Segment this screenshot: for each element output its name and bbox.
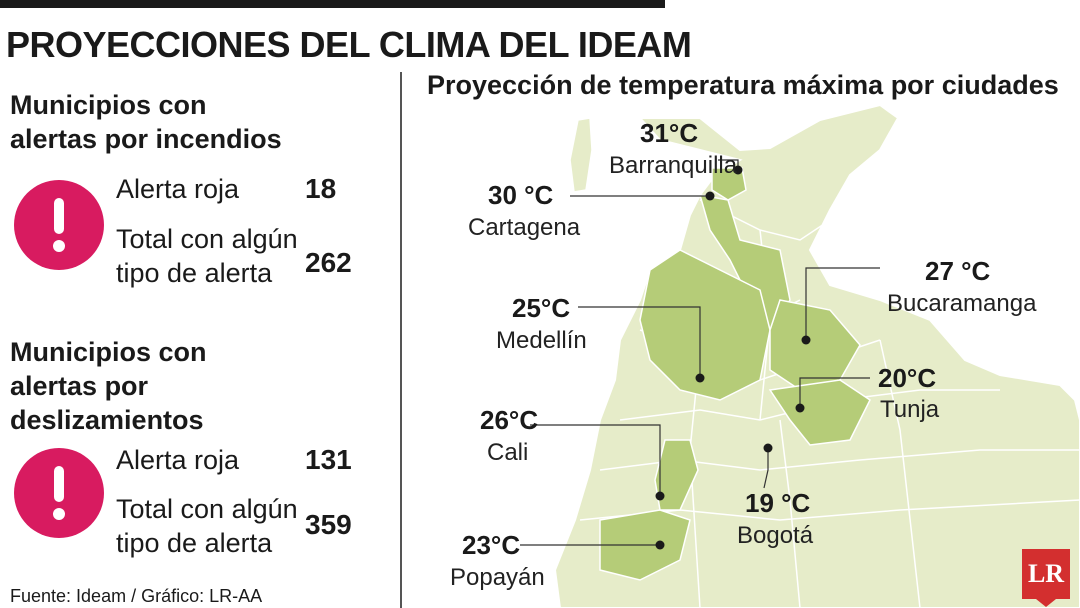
landslides-total-value: 359 xyxy=(305,509,352,540)
dot-medellin xyxy=(695,373,705,383)
leader-tunja xyxy=(799,377,870,408)
city-temp-tunja: 20°C xyxy=(878,363,937,393)
city-name-bucaramanga: Bucaramanga xyxy=(887,290,1037,317)
city-temp-popayan: 23°C xyxy=(462,530,521,560)
city-name-medellin: Medellín xyxy=(496,327,587,354)
exclamation-icon xyxy=(14,448,104,538)
leader-medellin xyxy=(578,306,701,378)
city-name-tunja: Tunja xyxy=(880,396,940,423)
map-highlight-boyaca xyxy=(768,379,871,446)
dot-cali xyxy=(655,491,665,501)
fires-red-label: Alerta roja xyxy=(116,174,240,204)
map-island xyxy=(569,117,593,193)
top-rule xyxy=(0,0,665,8)
city-temp-barranquilla: 31°C xyxy=(640,118,699,148)
source-credit: Fuente: Ideam / Gráfico: LR-AA xyxy=(10,586,263,606)
city-temp-medellin: 25°C xyxy=(512,293,571,323)
city-temp-cartagena: 30 °C xyxy=(488,180,554,210)
fires-red-value: 18 xyxy=(305,173,337,204)
column-divider xyxy=(400,72,402,608)
map-title: Proyección de temperatura máxima por ciu… xyxy=(427,70,1059,100)
city-temp-bogota: 19 °C xyxy=(745,488,811,518)
dot-bucaramanga xyxy=(801,335,811,345)
fires-total-label: Total con algún tipo de alerta xyxy=(116,224,298,288)
dot-barranquilla xyxy=(733,165,743,175)
city-temp-cali: 26°C xyxy=(480,405,539,435)
landslides-red-value: 131 xyxy=(305,444,352,475)
landslides-total-label: Total con algún tipo de alerta xyxy=(116,494,298,558)
dot-cartagena xyxy=(705,191,715,201)
map-highlight-valle xyxy=(654,439,699,511)
map-highlight-antioquia xyxy=(639,249,771,401)
city-name-popayan: Popayán xyxy=(450,564,545,591)
fires-total-value: 262 xyxy=(305,247,352,278)
lr-logo: LR xyxy=(1022,549,1070,607)
city-temp-bucaramanga: 27 °C xyxy=(925,256,991,286)
exclamation-icon xyxy=(14,180,104,270)
city-name-bogota: Bogotá xyxy=(737,522,814,549)
landslides-red-label: Alerta roja xyxy=(116,445,240,475)
leader-cali xyxy=(530,424,661,496)
leader-bucaramanga xyxy=(805,267,880,340)
page-title: PROYECCIONES DEL CLIMA DEL IDEAM xyxy=(6,24,692,65)
dot-bogota xyxy=(763,443,773,453)
city-name-barranquilla: Barranquilla xyxy=(609,152,738,179)
landslides-section-title: Municipios con alertas por deslizamiento… xyxy=(10,337,207,435)
colombia-map xyxy=(520,103,1080,608)
city-name-cali: Cali xyxy=(487,439,529,466)
fires-section-title: Municipios con alertas por incendios xyxy=(10,90,282,154)
dot-popayan xyxy=(655,540,665,550)
city-name-cartagena: Cartagena xyxy=(468,214,581,241)
dot-tunja xyxy=(795,403,805,413)
leader-bogota xyxy=(763,448,769,489)
